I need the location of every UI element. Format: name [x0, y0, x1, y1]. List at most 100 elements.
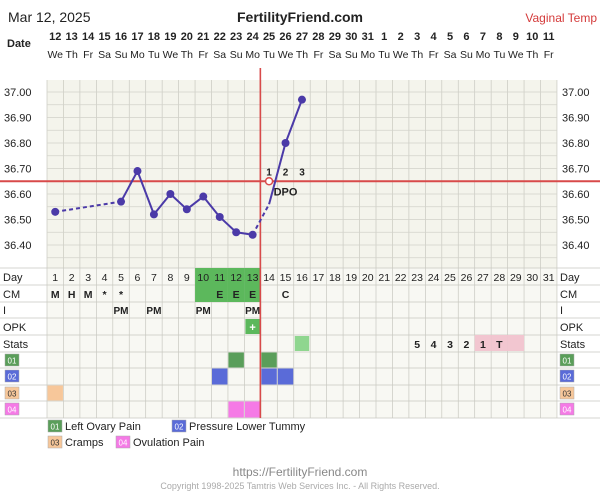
weekday-label: Sa [444, 49, 457, 61]
y-tick-label-right: 36.40 [562, 240, 590, 252]
symptom-cell-02 [261, 368, 277, 385]
row-label-left: OPK [3, 322, 27, 334]
date-label: 16 [115, 31, 127, 43]
fertile-day-cell [211, 268, 228, 302]
symptom-row-id: 04 [563, 406, 572, 415]
weekday-label: We [278, 49, 294, 61]
weekday-label: Su [460, 49, 473, 61]
date-label: 22 [214, 31, 226, 43]
cycle-day-label: 17 [313, 272, 325, 284]
symptom-cell-03 [47, 385, 63, 401]
y-tick-label-right: 36.90 [562, 113, 590, 125]
symptom-row-id: 03 [563, 390, 572, 399]
y-tick-label-left: 36.40 [4, 240, 32, 252]
cycle-day-label: 7 [151, 272, 157, 284]
row-label-right: OPK [560, 322, 584, 334]
weekday-label: Su [230, 49, 243, 61]
y-tick-label-left: 36.60 [4, 189, 32, 201]
row-label-left: CM [3, 289, 20, 301]
cycle-day-label: 22 [395, 272, 407, 284]
weekday-label: Fr [83, 49, 93, 61]
date-label: 13 [66, 31, 78, 43]
temp-point [199, 192, 208, 201]
cm-value: H [68, 289, 76, 301]
date-label: 7 [480, 31, 486, 43]
dpo-number: 2 [283, 167, 289, 178]
cm-value: E [249, 289, 256, 301]
temp-point [297, 95, 306, 104]
cycle-day-label: 13 [247, 272, 259, 284]
cycle-day-label: 30 [526, 272, 538, 284]
weekday-label: We [163, 49, 179, 61]
stats-highlight-cell [507, 335, 525, 351]
y-tick-label-left: 36.80 [4, 138, 32, 150]
temp-line-segment [120, 170, 139, 203]
date-label: 4 [431, 31, 438, 43]
intercourse-value: PM [245, 306, 260, 317]
row-label-right: Stats [560, 339, 586, 351]
weekday-label: Tu [493, 49, 505, 61]
cycle-day-label: 21 [378, 272, 390, 284]
date-label: 18 [148, 31, 160, 43]
cycle-day-label: 10 [197, 272, 209, 284]
temp-point [117, 197, 126, 206]
symptom-row-badge [4, 402, 20, 416]
symptom-row-id: 03 [8, 390, 17, 399]
cycle-day-label: 31 [543, 272, 555, 284]
symptom-row-badge [4, 369, 20, 383]
cm-value: * [103, 289, 108, 301]
weekday-label: We [508, 49, 524, 61]
weekday-label: Tu [148, 49, 160, 61]
legend-badge [47, 435, 63, 449]
cycle-day-label: 16 [296, 272, 308, 284]
intercourse-value: PM [114, 306, 129, 317]
date-label: 2 [398, 31, 404, 43]
date-label: 27 [296, 31, 308, 43]
row-label-left: I [3, 305, 6, 317]
stats-value: 5 [414, 339, 420, 351]
weekday-label: Th [411, 49, 423, 61]
date-label: 31 [362, 31, 374, 43]
symptom-row-id: 02 [563, 373, 572, 382]
dpo-label: DPO [274, 186, 298, 198]
cm-value: M [51, 289, 60, 301]
symptom-row-badge [4, 353, 20, 367]
intercourse-value: PM [196, 306, 211, 317]
legend-label: Pressure Lower Tummy [189, 421, 306, 433]
symptom-cell-04 [228, 401, 244, 418]
symptom-row-id: 01 [8, 357, 17, 366]
date-label: 5 [447, 31, 453, 43]
weekday-label: Mo [360, 49, 375, 61]
cycle-day-label: 25 [444, 272, 456, 284]
cycle-day-label: 24 [428, 272, 440, 284]
fertile-day-cell [244, 268, 261, 302]
legend-id: 02 [175, 423, 184, 432]
cycle-day-label: 4 [102, 272, 108, 284]
symptom-cell-01 [261, 352, 277, 368]
weekday-label: Tu [378, 49, 390, 61]
cm-value: * [119, 289, 124, 301]
y-tick-label-right: 37.00 [562, 87, 590, 99]
cycle-day-label: 15 [280, 272, 292, 284]
temp-line-segment [153, 193, 172, 216]
symptom-row-id: 01 [563, 357, 572, 366]
y-tick-label-left: 36.70 [4, 164, 32, 176]
temp-line-segment [268, 142, 287, 205]
date-label: 15 [98, 31, 110, 43]
cm-value: C [282, 289, 290, 301]
row-label-right: Day [560, 272, 580, 284]
fertile-day-cell [227, 268, 245, 302]
date-label: 30 [345, 31, 357, 43]
date-label: 19 [164, 31, 176, 43]
date-label: 3 [414, 31, 420, 43]
symptom-cell-04 [244, 401, 261, 418]
cycle-day-label: 1 [52, 272, 58, 284]
temp-point [232, 228, 241, 237]
symptom-row-badge [559, 402, 575, 416]
y-tick-label-left: 36.90 [4, 113, 32, 125]
date-label: 26 [279, 31, 291, 43]
stats-value: 3 [447, 339, 453, 351]
footer-url[interactable]: https://FertilityFriend.com [233, 465, 368, 479]
cycle-day-label: 29 [510, 272, 522, 284]
